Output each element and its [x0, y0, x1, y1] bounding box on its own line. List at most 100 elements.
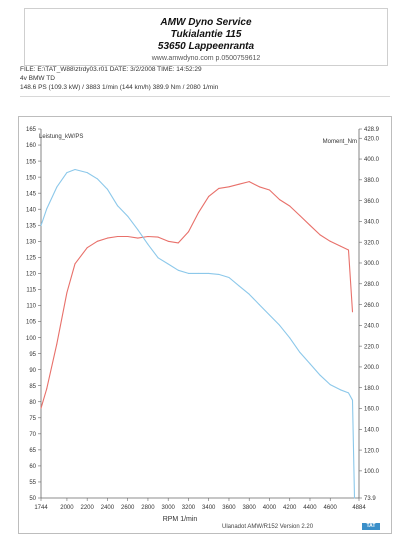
y-left-tick-label: 100: [26, 336, 37, 342]
data-point-leistung: [339, 245, 341, 247]
data-point-leistung: [86, 247, 88, 249]
data-point-leistung: [299, 215, 301, 217]
data-point-leistung: [258, 186, 260, 188]
y-right-tick-label: 160.0: [364, 407, 380, 413]
y-left-tick-label: 65: [29, 448, 36, 454]
x-tick-label: 3400: [202, 505, 216, 511]
data-point-moment: [198, 272, 200, 274]
y-right-tick-label: 300.0: [364, 261, 380, 267]
y-left-tick-label: 165: [26, 127, 37, 133]
y-left-tick-label: 70: [29, 432, 36, 438]
y-right-tick-label: 260.0: [364, 303, 380, 309]
y-right-tick-label: 400.0: [364, 157, 380, 163]
x-tick-label: 2400: [101, 505, 115, 511]
data-point-leistung: [319, 234, 321, 236]
data-point-leistung: [167, 240, 169, 242]
dyno-chart-frame: 50 55 60 65 70 75 80 85 90 95 100 105 110 115 120 125 13…: [18, 116, 392, 534]
y-left-tick-label: 90: [29, 368, 36, 374]
data-point-leistung: [198, 211, 200, 213]
data-point-moment: [289, 337, 291, 339]
y-right-tick-label: 380.0: [364, 178, 380, 184]
y-right-tick-label: 340.0: [364, 220, 380, 226]
data-point-leistung: [208, 195, 210, 197]
data-point-leistung: [228, 186, 230, 188]
data-point-leistung: [157, 236, 159, 238]
data-point-moment: [299, 351, 301, 353]
x-tick-label: 2800: [141, 505, 155, 511]
series-line-leistung: [40, 181, 354, 409]
data-point-moment: [218, 273, 220, 275]
data-point-moment: [238, 285, 240, 287]
data-point-moment: [117, 205, 119, 207]
y-right-tick-label: 320.0: [364, 240, 380, 246]
y-left-tick-label: 55: [29, 480, 36, 486]
data-point-leistung: [309, 224, 311, 226]
data-point-moment: [228, 277, 230, 279]
y-left-tick-label: 155: [26, 159, 37, 165]
data-point-moment: [46, 208, 48, 210]
software-version: Ulanadot AMW/R152 Version 2.20: [222, 524, 314, 530]
data-point-moment: [74, 169, 76, 171]
y-left-tick-label: 105: [26, 320, 37, 326]
data-point-leistung: [96, 240, 98, 242]
y-right-tick-label: 200.0: [364, 365, 380, 371]
data-point-moment: [347, 392, 349, 394]
data-point-leistung: [248, 181, 250, 183]
company-web-phone: www.amwdyno.com p.0500759612: [151, 55, 261, 62]
y-right-tick-label: 220.0: [364, 344, 380, 350]
vehicle-info: 4v BMW TD: [20, 75, 55, 82]
x-tick-label: 2200: [81, 505, 95, 511]
y-left-tick-label: 50: [29, 496, 36, 502]
y-left-tick-label: 130: [26, 240, 37, 246]
data-point-moment: [96, 178, 98, 180]
data-point-moment: [177, 269, 179, 271]
x-tick-label: 3800: [243, 505, 257, 511]
data-point-leistung: [177, 242, 179, 244]
y-left-tick-label: 115: [26, 288, 36, 294]
data-point-leistung: [289, 205, 291, 207]
x-tick-label: 3600: [222, 505, 236, 511]
data-point-leistung: [352, 311, 354, 313]
data-point-moment: [258, 304, 260, 306]
x-tick-label: 4000: [263, 505, 277, 511]
data-point-leistung: [56, 343, 58, 345]
data-point-leistung: [117, 235, 119, 237]
x-axis-label: RPM 1/min: [163, 516, 198, 523]
data-point-leistung: [347, 249, 349, 251]
y-left-tick-label: 60: [29, 464, 36, 470]
y-right-tick-label: 100.0: [364, 469, 380, 475]
data-point-moment: [279, 324, 281, 326]
y-left-tick-label: 95: [29, 352, 36, 358]
x-tick-label: 4200: [283, 505, 297, 511]
data-point-leistung: [40, 407, 42, 409]
dyno-chart: 50 55 60 65 70 75 80 85 90 95 100 105 110 115 120 125 13…: [26, 127, 380, 523]
data-point-moment: [167, 263, 169, 265]
data-point-leistung: [106, 237, 108, 239]
y-right-tick-label: 180.0: [364, 386, 380, 392]
x-tick-label: 3000: [162, 505, 176, 511]
data-point-moment: [147, 243, 149, 245]
y-right-tick-label: 140.0: [364, 427, 380, 433]
data-point-moment: [354, 497, 356, 499]
y-right-tick-label: 73.9: [364, 496, 376, 502]
data-point-leistung: [187, 231, 189, 233]
y-left-axis-label: Leistung_kW/PS: [39, 134, 83, 140]
y-right-tick-label: 420.0: [364, 136, 380, 142]
company-street: Tukialantie 115: [170, 29, 242, 40]
y-left-tick-label: 75: [29, 416, 36, 422]
data-point-leistung: [218, 187, 220, 189]
data-point-leistung: [127, 235, 129, 237]
y-right-tick-label: 240.0: [364, 324, 380, 330]
company-city: 53650 Lappeenranta: [157, 41, 255, 52]
x-tick-label: 1744: [34, 505, 48, 511]
data-point-moment: [352, 399, 354, 401]
data-point-moment: [40, 225, 42, 227]
data-point-moment: [187, 272, 189, 274]
x-tick-label: 2600: [121, 505, 135, 511]
data-point-moment: [66, 172, 68, 174]
tat-logo: TAT: [362, 523, 380, 530]
data-point-moment: [86, 172, 88, 174]
y-right-axis-label: Moment_Nm: [323, 139, 357, 145]
data-point-moment: [309, 363, 311, 365]
data-point-moment: [268, 314, 270, 316]
